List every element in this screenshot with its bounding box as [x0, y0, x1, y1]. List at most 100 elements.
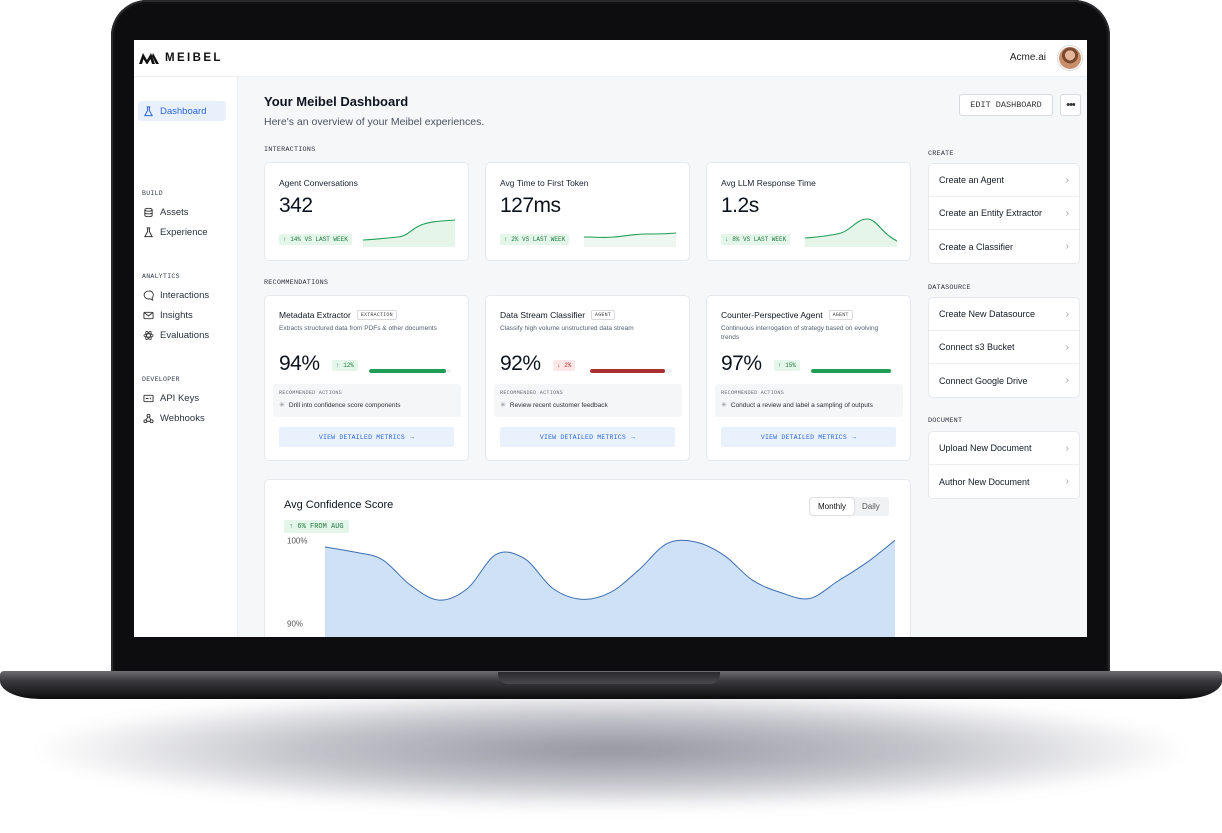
view-detailed-metrics-button[interactable]: VIEW DETAILED METRICS →	[279, 427, 454, 447]
trend-badge: ↑ 14% VS LAST WEEK	[279, 234, 352, 245]
sparkle-icon: ✳	[721, 402, 727, 409]
view-detailed-metrics-button[interactable]: VIEW DETAILED METRICS →	[500, 427, 675, 447]
rec-description: Continuous interrogation of strategy bas…	[721, 325, 879, 341]
recommended-actions-label: RECOMMENDED ACTIONS	[721, 390, 784, 396]
link-label: VIEW DETAILED METRICS	[539, 433, 626, 441]
section-label-document: DOCUMENT	[928, 417, 963, 425]
laptop-shadow	[40, 690, 1182, 810]
stat-value: 1.2s	[721, 194, 759, 217]
chevron-right-icon: ›	[1065, 476, 1069, 487]
sidebar-section-developer: DEVELOPER	[142, 376, 180, 383]
stat-card-time-to-first-token[interactable]: Avg Time to First Token 127ms ↑ 2% VS LA…	[485, 162, 690, 261]
chevron-right-icon: ›	[1065, 174, 1069, 186]
rec-title: Data Stream Classifier	[500, 310, 586, 320]
logo[interactable]: MEIBEL	[138, 51, 223, 65]
rec-delta-badge: ↓ 2%	[553, 360, 576, 371]
recommendation-card-metadata-extractor: Metadata Extractor EXTRACTION Extracts s…	[264, 295, 469, 461]
sidebar-item-evaluations[interactable]: Evaluations	[138, 325, 226, 345]
sparkle-icon: ✳	[500, 402, 506, 409]
flask-icon	[143, 226, 154, 237]
chart-series-line	[324, 539, 896, 601]
sparkline	[363, 219, 455, 247]
page-title: Your Meibel Dashboard	[264, 94, 409, 109]
sidebar-item-label: Dashboard	[160, 105, 207, 117]
y-tick-label: 90%	[287, 619, 303, 628]
sidebar-item-label: Experience	[160, 226, 208, 238]
connect-s3-item[interactable]: Connect s3 Bucket ›	[929, 331, 1079, 364]
org-name[interactable]: Acme.ai	[1009, 52, 1046, 63]
progress-bar	[811, 369, 893, 373]
rec-tag: AGENT	[591, 310, 616, 320]
sidebar-item-label: Assets	[160, 206, 189, 218]
stat-title: Agent Conversations	[279, 178, 358, 188]
section-label-datasource: DATASOURCE	[928, 284, 971, 292]
more-options-button[interactable]: •••	[1060, 94, 1081, 116]
chevron-right-icon: ›	[1065, 442, 1069, 454]
create-classifier-item[interactable]: Create a Classifier ›	[929, 230, 1079, 263]
rec-title-row: Counter-Perspective Agent AGENT	[721, 310, 853, 320]
link-label: VIEW DETAILED METRICS	[760, 433, 847, 441]
database-icon	[144, 207, 153, 217]
stat-card-agent-conversations[interactable]: Agent Conversations 342 ↑ 14% VS LAST WE…	[264, 162, 469, 261]
connect-google-drive-item[interactable]: Connect Google Drive ›	[929, 364, 1079, 397]
action-label: Create an Agent	[939, 175, 1005, 185]
sidebar-item-interactions[interactable]: Interactions	[138, 285, 226, 305]
arrow-right-icon: →	[852, 433, 857, 441]
recommended-actions: RECOMMENDED ACTIONS ✳ Review recent cust…	[494, 384, 682, 417]
chevron-right-icon: ›	[1065, 207, 1069, 219]
sidebar-item-dashboard[interactable]: Dashboard	[138, 101, 226, 121]
trend-badge: ↓ 8% VS LAST WEEK	[721, 234, 791, 245]
stat-value: 127ms	[500, 194, 561, 217]
recommendation-card-data-stream-classifier: Data Stream Classifier AGENT Classify hi…	[485, 295, 690, 461]
recommended-action-item[interactable]: ✳ Conduct a review and label a sampling …	[721, 401, 873, 410]
arrow-right-icon: →	[631, 433, 636, 441]
chevron-right-icon: ›	[1065, 241, 1069, 252]
create-datasource-item[interactable]: Create New Datasource ›	[929, 298, 1079, 331]
stat-title: Avg LLM Response Time	[721, 178, 816, 188]
rec-title-row: Data Stream Classifier AGENT	[500, 310, 616, 320]
rec-description: Extracts structured data from PDFs & oth…	[279, 325, 437, 332]
app-screen: MEIBEL Acme.ai Dashboard BUILD Assets Ex…	[134, 40, 1087, 637]
action-label: Upload New Document	[939, 443, 1032, 453]
sidebar-item-webhooks[interactable]: Webhooks	[138, 408, 226, 428]
sidebar-section-build: BUILD	[142, 190, 164, 197]
recommendation-card-counter-perspective-agent: Counter-Perspective Agent AGENT Continuo…	[706, 295, 911, 461]
chart-trend-badge: ↑ 6% FROM AUG	[284, 520, 349, 533]
recommended-action-item[interactable]: ✳ Drill into confidence score components	[279, 401, 401, 410]
sidebar-item-assets[interactable]: Assets	[138, 202, 226, 222]
create-entity-extractor-item[interactable]: Create an Entity Extractor ›	[929, 197, 1079, 230]
toggle-daily[interactable]: Daily	[862, 502, 880, 511]
link-label: VIEW DETAILED METRICS	[318, 433, 405, 441]
recommended-action-item[interactable]: ✳ Review recent customer feedback	[500, 401, 608, 410]
edit-dashboard-button[interactable]: EDIT DASHBOARD	[959, 94, 1053, 116]
author-document-item[interactable]: Author New Document ›	[929, 465, 1079, 498]
avatar[interactable]	[1058, 46, 1082, 70]
stat-value: 342	[279, 194, 313, 217]
create-agent-item[interactable]: Create an Agent ›	[929, 164, 1079, 197]
chart-area-fill	[325, 540, 895, 637]
stat-card-llm-response-time[interactable]: Avg LLM Response Time 1.2s ↓ 8% VS LAST …	[706, 162, 911, 261]
progress-bar	[369, 369, 451, 373]
recommended-actions-label: RECOMMENDED ACTIONS	[500, 390, 563, 396]
y-tick-label: 100%	[287, 536, 307, 545]
progress-bar-fill	[811, 369, 891, 373]
rec-description: Classify high volume unstructured data s…	[500, 325, 634, 332]
trend-badge: ↑ 2% VS LAST WEEK	[500, 234, 570, 245]
rec-delta-badge: ↑ 15%	[774, 360, 801, 371]
sidebar-item-experience[interactable]: Experience	[138, 222, 226, 242]
progress-bar-fill	[369, 369, 447, 373]
toggle-monthly[interactable]: Monthly	[810, 498, 855, 515]
confidence-area-chart: 100% 90%	[287, 536, 896, 637]
sidebar-item-insights[interactable]: Insights	[138, 305, 226, 325]
confidence-chart-card: 100% 90% Avg Confidence Score ↑ 6% FROM A…	[264, 479, 911, 637]
atom-icon	[143, 330, 154, 340]
sidebar-section-analytics: ANALYTICS	[142, 273, 180, 280]
rec-title-row: Metadata Extractor EXTRACTION	[279, 310, 397, 320]
action-label: Author New Document	[939, 476, 1030, 487]
sparkline	[584, 232, 676, 247]
upload-document-item[interactable]: Upload New Document ›	[929, 432, 1079, 465]
sidebar-item-label: API Keys	[160, 392, 200, 404]
view-detailed-metrics-button[interactable]: VIEW DETAILED METRICS →	[721, 427, 896, 447]
sidebar-item-api-keys[interactable]: API Keys	[138, 388, 226, 408]
meibel-logo-icon	[139, 53, 159, 64]
